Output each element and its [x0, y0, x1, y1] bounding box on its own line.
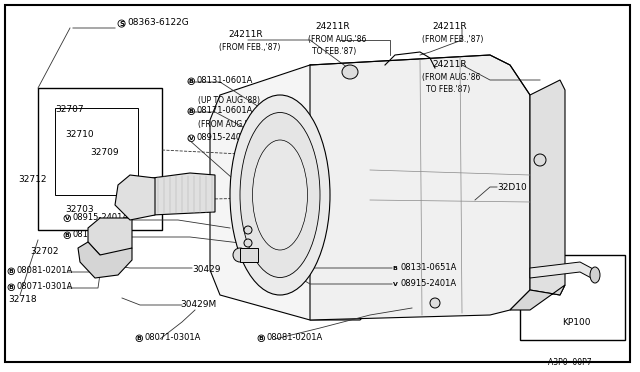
Text: 24211R: 24211R: [432, 22, 467, 31]
Text: 08915-2401A: 08915-2401A: [196, 132, 253, 142]
Text: 32712: 32712: [18, 175, 47, 184]
Text: KP100: KP100: [562, 318, 591, 327]
Text: 08915-2401A: 08915-2401A: [72, 213, 129, 222]
Text: 08131-0601A: 08131-0601A: [196, 76, 253, 84]
Text: B: B: [9, 269, 13, 274]
Text: (FROM AUG.'86: (FROM AUG.'86: [308, 35, 366, 44]
Text: 32718: 32718: [8, 295, 36, 304]
Text: 32710: 32710: [65, 130, 93, 139]
Text: B: B: [189, 109, 194, 114]
Text: 24211R: 24211R: [228, 30, 262, 39]
Text: B: B: [189, 79, 194, 84]
Text: B: B: [9, 285, 13, 290]
Text: S: S: [119, 20, 124, 26]
Ellipse shape: [244, 226, 252, 234]
Text: (UP TO AUG.'88): (UP TO AUG.'88): [198, 96, 260, 105]
Polygon shape: [530, 262, 595, 280]
Text: (FROM FEB.,'87): (FROM FEB.,'87): [422, 35, 483, 44]
Bar: [38, 88, 162, 230]
Polygon shape: [210, 65, 370, 320]
Text: 30429M: 30429M: [180, 300, 216, 309]
Text: (FROM FEB.,'87): (FROM FEB.,'87): [219, 43, 280, 52]
Text: 08081-0201A: 08081-0201A: [267, 333, 323, 341]
Text: 32702: 32702: [30, 247, 58, 256]
Polygon shape: [78, 242, 132, 278]
Bar: [55, 108, 138, 195]
Text: 24211R: 24211R: [315, 22, 349, 31]
Text: B: B: [259, 336, 264, 341]
Text: 08071-0301A: 08071-0301A: [17, 282, 73, 291]
Text: 32703: 32703: [65, 205, 93, 214]
Ellipse shape: [230, 95, 330, 295]
Text: 08131-0651A: 08131-0651A: [401, 263, 457, 272]
Ellipse shape: [253, 140, 307, 250]
Ellipse shape: [534, 154, 546, 166]
Text: 08121-0551A: 08121-0551A: [72, 230, 129, 238]
Text: V: V: [393, 282, 397, 287]
Polygon shape: [510, 285, 565, 310]
Polygon shape: [115, 175, 155, 220]
Text: 08171-0601A: 08171-0601A: [196, 106, 253, 115]
Polygon shape: [152, 173, 215, 215]
Text: V: V: [65, 216, 70, 221]
Text: A3P0  00P7: A3P0 00P7: [548, 358, 591, 367]
Ellipse shape: [240, 112, 320, 278]
Text: B: B: [65, 233, 70, 238]
Text: 08915-2401A: 08915-2401A: [401, 279, 457, 288]
Polygon shape: [88, 218, 132, 258]
Text: TO FEB.'87): TO FEB.'87): [312, 47, 356, 56]
Text: V: V: [189, 136, 194, 141]
Bar: [240, 248, 258, 262]
Polygon shape: [530, 80, 565, 295]
Text: 08081-0201A: 08081-0201A: [17, 266, 73, 275]
Text: 24211R: 24211R: [432, 60, 467, 69]
Ellipse shape: [430, 298, 440, 308]
Text: (FROM AUG.'88): (FROM AUG.'88): [198, 120, 259, 129]
Text: 08071-0301A: 08071-0301A: [145, 333, 201, 341]
Text: 08363-6122G: 08363-6122G: [127, 18, 189, 27]
Text: (FROM AUG.'86: (FROM AUG.'86: [422, 73, 481, 82]
Text: B: B: [393, 266, 397, 271]
Ellipse shape: [590, 267, 600, 283]
Text: 30429: 30429: [192, 265, 221, 274]
Bar: [520, 255, 625, 340]
Ellipse shape: [244, 239, 252, 247]
Text: TO FEB.'87): TO FEB.'87): [426, 85, 470, 94]
Ellipse shape: [233, 248, 247, 262]
Text: B: B: [137, 336, 141, 341]
Polygon shape: [310, 55, 530, 320]
Text: 32D10: 32D10: [497, 183, 527, 192]
Text: 32709: 32709: [90, 148, 118, 157]
Text: 32707: 32707: [55, 105, 84, 114]
Ellipse shape: [342, 65, 358, 79]
